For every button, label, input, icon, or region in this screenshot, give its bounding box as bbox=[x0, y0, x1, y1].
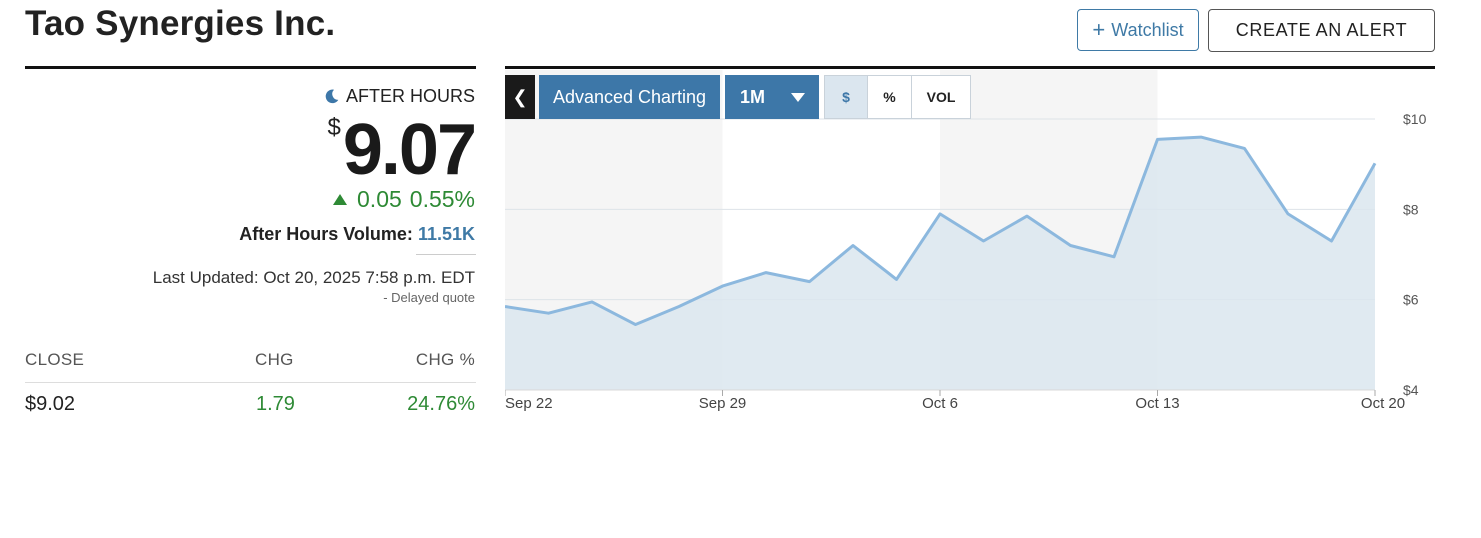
price-change: 0.05 0.55% bbox=[333, 186, 475, 213]
x-tick-label: Oct 6 bbox=[922, 395, 958, 412]
after-hours-volume: After Hours Volume: 11.51K bbox=[239, 224, 475, 245]
y-tick-label: $6 bbox=[1403, 292, 1419, 308]
chg-percent-header: CHG % bbox=[415, 350, 475, 369]
close-header: CLOSE bbox=[25, 350, 85, 369]
up-triangle-icon bbox=[333, 194, 348, 205]
caret-down-icon bbox=[791, 92, 805, 102]
y-tick-label: $8 bbox=[1403, 201, 1419, 217]
divider bbox=[505, 66, 1435, 69]
chg-percent-value: 24.76% bbox=[407, 393, 475, 415]
session-indicator: AFTER HOURS bbox=[323, 86, 475, 107]
x-tick-label: Oct 13 bbox=[1135, 395, 1179, 412]
plus-icon: + bbox=[1092, 17, 1106, 42]
price-display: $ 9.07 bbox=[327, 108, 478, 192]
page-title: Tao Synergies Inc. bbox=[25, 4, 336, 43]
change-percent: 0.55% bbox=[409, 186, 475, 212]
watchlist-label: Watchlist bbox=[1111, 19, 1184, 40]
volume-label: After Hours Volume: bbox=[239, 224, 413, 244]
moon-icon bbox=[325, 89, 339, 104]
watchlist-button[interactable]: + Watchlist bbox=[1077, 9, 1199, 51]
price-value: 9.07 bbox=[342, 110, 477, 190]
last-updated: Last Updated: Oct 20, 2025 7:58 p.m. EDT bbox=[152, 268, 475, 287]
x-tick-label: Sep 22 bbox=[505, 395, 553, 412]
price-area bbox=[505, 137, 1375, 390]
session-label: AFTER HOURS bbox=[345, 86, 475, 106]
y-tick-label: $10 bbox=[1403, 111, 1427, 127]
price-chart[interactable]: $10 $8 $6 $4 Sep 22 Sep 29 Oct 6 Oct 13 Oct 20 bbox=[505, 70, 1435, 420]
create-alert-button[interactable]: CREATE AN ALERT bbox=[1208, 9, 1435, 52]
price-line bbox=[505, 135, 1377, 326]
delayed-note: - Delayed quote bbox=[383, 290, 475, 305]
chg-value: 1.79 bbox=[256, 393, 295, 415]
change-value: 0.05 bbox=[357, 186, 402, 212]
mode-dollar-button[interactable]: $ bbox=[824, 75, 868, 119]
y-tick-label: $4 bbox=[1403, 382, 1419, 398]
range-dropdown[interactable]: 1M bbox=[725, 75, 819, 119]
x-tick-label: Oct 20 bbox=[1361, 395, 1405, 412]
x-tick-label: Sep 29 bbox=[699, 395, 747, 412]
mode-percent-button[interactable]: % bbox=[867, 75, 912, 119]
close-value: $9.02 bbox=[25, 393, 76, 415]
divider bbox=[25, 382, 476, 383]
currency-symbol: $ bbox=[327, 114, 341, 141]
chevron-left-icon[interactable]: ❮ bbox=[505, 75, 535, 119]
volume-value: 11.51K bbox=[417, 224, 475, 244]
range-label: 1M bbox=[740, 86, 766, 107]
advanced-charting-button[interactable]: Advanced Charting bbox=[539, 75, 720, 119]
divider bbox=[25, 66, 476, 69]
divider bbox=[416, 254, 476, 255]
chg-header: CHG bbox=[255, 350, 294, 369]
mode-volume-button[interactable]: VOL bbox=[911, 75, 971, 119]
